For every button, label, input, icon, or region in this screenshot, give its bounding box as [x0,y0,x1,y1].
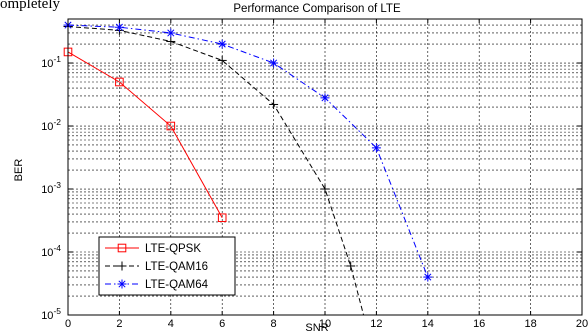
legend-label: LTE-QPSK [145,243,201,255]
y-axis-ticks: 10-1 10-2 10-3 10-4 10-5 [41,54,582,322]
chart-title: Performance Comparison of LTE [233,3,401,15]
y-tick-label: 10-5 [41,306,61,322]
y-axis-label: BER [13,159,25,182]
data-point-lte-qam16 [346,261,356,271]
legend-marker [117,243,127,253]
x-tick-label: 18 [524,318,536,330]
legend-item-lte-qam16: LTE-QAM16 [105,261,208,273]
x-tick-label: 14 [422,318,434,330]
data-point-lte-qam16 [269,99,279,109]
legend-label: LTE-QAM16 [145,261,208,273]
legend: LTE-QPSK LTE-QAM16 LTE-QAM64 [98,236,236,296]
x-tick-label: 4 [168,318,174,330]
data-point-lte-qam64 [269,58,279,68]
y-tick-label: 10-2 [41,117,61,133]
data-point-lte-qam64 [371,143,381,153]
y-tick-label: 10-4 [41,243,61,259]
data-point-lte-qpsk [115,77,124,87]
x-tick-label: 20 [576,318,588,330]
x-axis-ticks: 0 2 4 6 8 10 12 14 16 18 20 [65,19,588,330]
x-axis-label: SNR [305,322,328,333]
x-tick-label: 16 [473,318,485,330]
data-point-lte-qam64 [166,28,176,38]
y-tick-label: 10-1 [41,54,61,70]
legend-item-lte-qam64: LTE-QAM64 [105,279,209,291]
data-point-lte-qam64 [114,22,124,32]
x-tick-label: 10 [319,318,331,330]
x-tick-label: 0 [65,318,71,330]
series-line-lte-qpsk [67,51,223,218]
series-markers [63,20,433,282]
data-point-lte-qam16 [166,36,176,46]
legend-marker [117,261,127,271]
data-point-lte-qam16 [320,184,330,194]
legend-label: LTE-QAM64 [145,279,209,291]
series-lines [67,24,429,316]
cropped-header-text: ompletely [0,0,60,12]
data-point-lte-qam64 [423,272,433,282]
data-point-lte-qam64 [217,39,227,49]
data-point-lte-qpsk [217,213,227,223]
data-point-lte-qam16 [217,55,227,65]
legend-item-lte-qpsk: LTE-QPSK [105,243,201,255]
series-line-lte-qam16 [67,26,365,316]
legend-marker [117,279,127,289]
data-point-lte-qpsk [166,121,176,131]
data-point-lte-qam64 [320,93,330,103]
x-tick-label: 12 [370,318,382,330]
x-tick-label: 8 [271,318,277,330]
x-tick-label: 6 [219,318,225,330]
x-tick-label: 2 [116,318,122,330]
y-tick-label: 10-3 [41,180,61,196]
